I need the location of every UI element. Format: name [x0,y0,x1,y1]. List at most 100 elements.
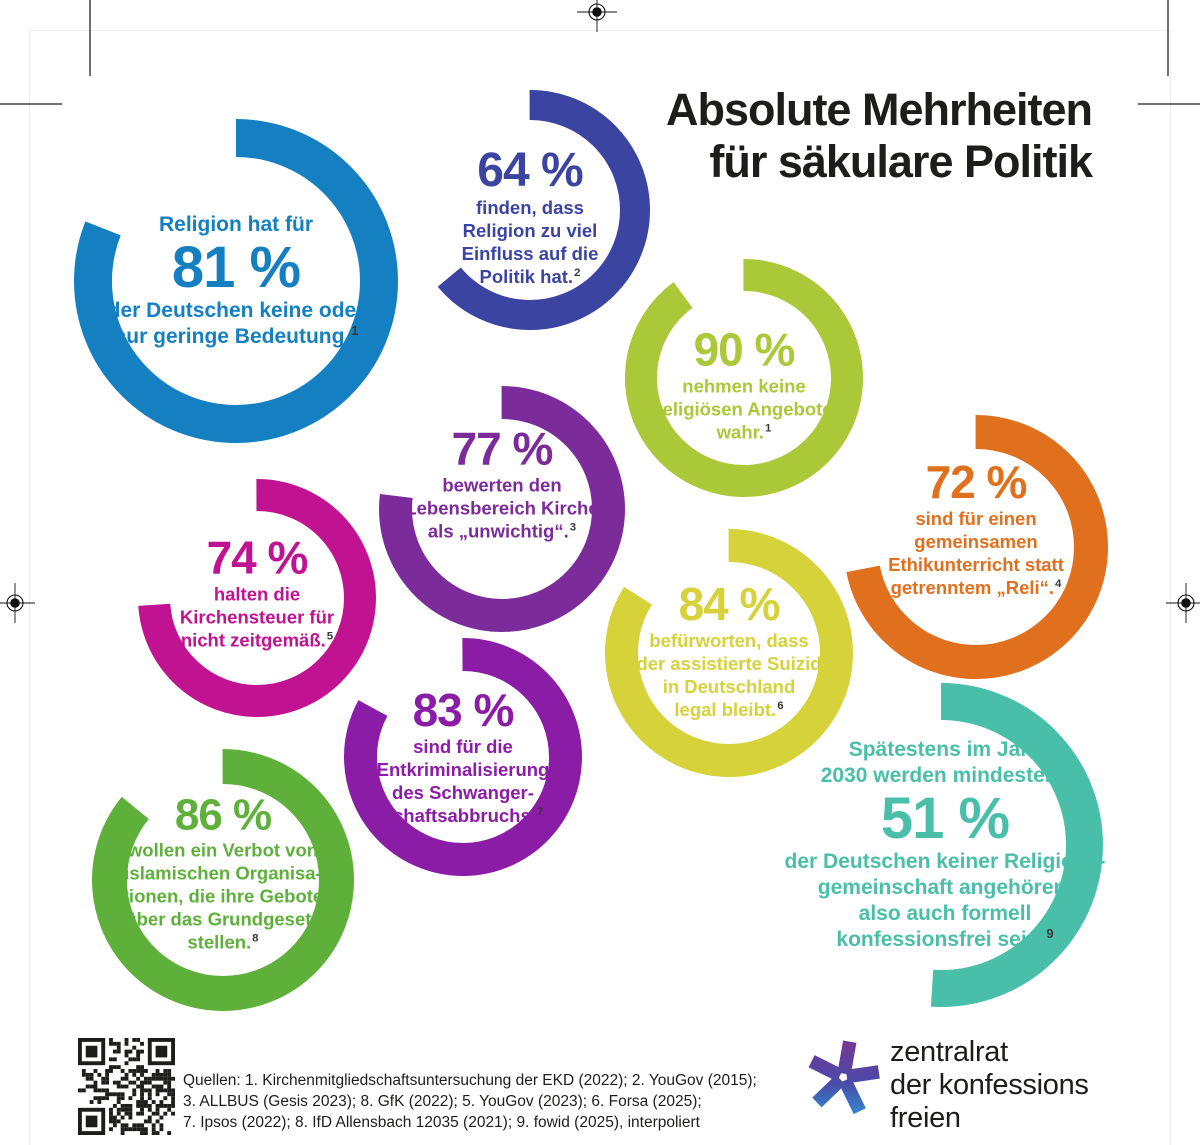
stat-line-text: tionen, die ihre Gebote [122,885,324,907]
stat-line-text: des Schwanger- [392,781,534,803]
stat-line-text: Religion zu viel [462,219,598,241]
stat-line: 2030 werden mindestens [820,763,1070,787]
logo-line3: freien [890,1102,961,1134]
stat-religion-einfluss-politik-text: 64 % finden, dass Religion zu viel Einfluss… [425,146,635,288]
stat-line: Religion hat für [159,212,313,236]
sources-text: Quellen: 1. Kirchenmitgliedschaftsunters… [183,1070,757,1133]
stat-line: islamischen Organisa- [96,861,351,884]
stat-line-text: nicht zeitgemäß. [180,629,326,651]
crop-mark-icon [89,0,91,76]
stat-line-text: nehmen keine [682,375,806,397]
crop-mark-icon [1138,103,1200,105]
stat-line-text: Politik hat. [479,265,574,287]
stat-line-text: nur geringe Bedeutung. [113,325,351,349]
stat-percentage: 83 % [412,684,515,737]
stat-line: religiösen Angebote [634,397,854,420]
registration-mark-icon [577,0,617,32]
stat-line-text: stellen. [187,931,252,953]
stat-line: Kirchensteuer für [145,605,370,628]
stat-line-text: sind für die [413,735,513,757]
stat-percentage: 72 % [925,456,1028,509]
footnote-ref: 5 [326,630,334,643]
konfessionsfrei-2030-ring-arc [779,683,1103,1007]
stat-line: stellen.8 [96,930,351,953]
stat-percentage: 64 % [477,144,583,198]
ethikunterricht-ring-arc [844,415,1108,679]
stat-line: der Deutschen keiner Religions- [780,849,1110,875]
stat-line: in Deutschland [604,675,854,698]
stat-percentage: 77 % [451,422,554,475]
stat-line-text: der Deutschen keine oder [107,299,365,323]
stat-line: getrenntem „Reli“.4 [854,576,1099,599]
footnote-ref: 4 [1055,577,1062,590]
kirchensteuer-ring-arc [138,479,376,717]
footnote-ref: 1 [351,323,359,339]
footnote-ref: 2 [574,266,581,279]
stat-kirchensteuer-text: 74 % halten die Kirchensteuer für nicht zei… [145,534,370,652]
stat-line-text: konfessionsfrei sein. [836,928,1046,952]
logo-line1: zentralrat [890,1036,1008,1068]
stat-kirche-unwichtig-text: 77 % bewerten den Lebensbereich Kirche als … [380,422,625,543]
stat-line-text: Ethikunterricht statt [888,553,1064,575]
stat-line-text: wahr. [716,421,764,443]
logo-line2: der konfessions [890,1069,1089,1101]
footnote-ref: 3 [569,521,577,534]
stat-line: Politik hat.2 [425,265,635,288]
stat-line: Ethikunterricht statt [854,553,1099,576]
sources-line: 3. ALLBUS (Gesis 2023); 8. GfK (2022); 5… [183,1093,702,1110]
stat-line: über das Grundgesetz [96,907,351,930]
stat-line: nehmen keine [634,374,854,397]
stat-line: befürworten, dass [604,629,854,652]
page-title-line1: Absolute Mehrheiten [665,84,1093,135]
stat-line: als „unwichtig“.3 [380,519,625,542]
stat-line-text: schaftsabbruchs. [382,804,536,826]
stat-line: des Schwanger- [343,781,583,804]
stat-line: schaftsabbruchs.7 [343,804,583,827]
stat-assistierter-suizid-text: 84 % befürworten, dass der assistierte Sui… [604,578,854,721]
stat-line-text: also auch formell [858,902,1032,926]
stat-line: wollen ein Verbot von [96,838,351,861]
stat-line-text: halten die [213,583,301,605]
stat-line-text: Einfluss auf die [461,242,599,264]
stat-percentage: 86 % [174,790,272,840]
asterisk-star-logo-icon [808,1040,880,1115]
stat-line-text: als „unwichtig“. [427,520,569,542]
stat-line-text: Lebensbereich Kirche [405,497,599,519]
footnote-ref: 9 [1046,926,1054,942]
stat-line: also auch formell [780,901,1110,927]
stat-line-text: legal bleibt. [674,698,777,720]
stat-line-text: islamischen Organisa- [124,862,322,884]
footnote-ref: 6 [777,699,784,712]
stat-line: der assistierte Suizid [604,652,854,675]
stat-line: Einfluss auf die [425,242,635,265]
sources-line: Quellen: 1. Kirchenmitgliedschaftsunters… [183,1072,757,1089]
verbot-islamischer-organisationen-ring-arc [92,749,354,1011]
stat-ethikunterricht-text: 72 % sind für einen gemeinsamen Ethikunterr… [854,456,1099,599]
stat-verbot-islamischer-organisationen-text: 86 % wollen ein Verbot von islamischen Org… [96,790,351,954]
stat-line-text: wollen ein Verbot von [127,839,319,861]
stat-line-text: befürworten, dass [649,629,809,651]
stat-line: halten die [145,582,370,605]
stat-line-text: sind für einen [915,507,1037,529]
stat-line: nicht zeitgemäß.5 [145,628,370,651]
stat-line-text: Kirchensteuer für [179,606,335,628]
page-title-line2: für säkulare Politik [709,136,1093,187]
stat-konfessionsfrei-2030-text: Spätestens im Jahr 2030 werden mindestens… [780,737,1110,953]
stat-line: Religion zu viel [425,219,635,242]
stat-line-text: in Deutschland [662,675,796,697]
stat-line: Lebensbereich Kirche [380,496,625,519]
sources-line: 7. Ipsos (2022); 8. IfD Allensbach 12035… [183,1114,700,1131]
assistierter-suizid-ring-arc [605,529,853,777]
registration-mark-icon [1166,583,1200,623]
stat-line: finden, dass [425,196,635,219]
qr-code [78,1038,175,1135]
registration-mark-icon [0,583,35,623]
stat-line: gemeinsamen [854,530,1099,553]
stat-percentage: 84 % [678,578,781,631]
stat-line: Spätestens im Jahr [848,737,1042,761]
religion-einfluss-politik-ring-arc [410,90,650,330]
stat-line: der Deutschen keine oder [91,298,381,324]
stat-line-text: über das Grundgesetz [125,908,321,930]
crop-mark-icon [0,103,62,105]
